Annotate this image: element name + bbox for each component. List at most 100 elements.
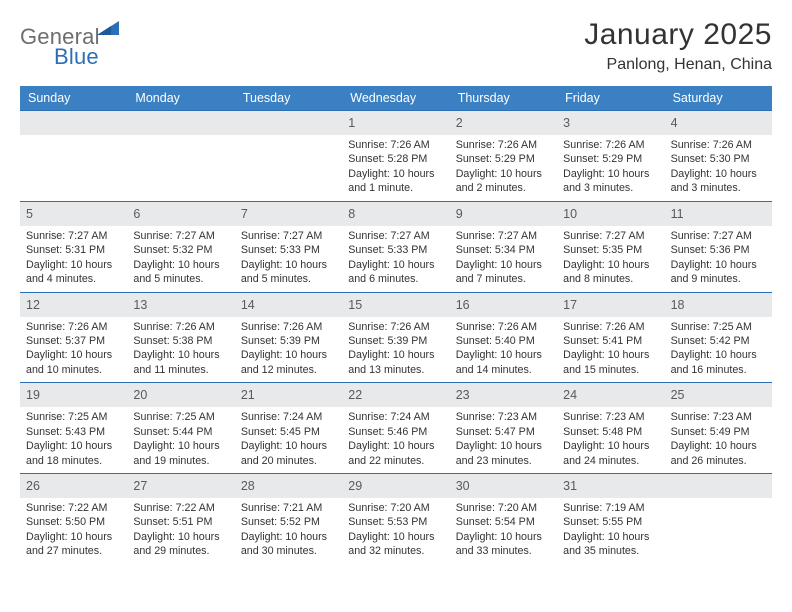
sunset-line: Sunset: 5:37 PM xyxy=(26,334,121,348)
calendar-cell: 20Sunrise: 7:25 AMSunset: 5:44 PMDayligh… xyxy=(127,382,234,473)
calendar-cell: 10Sunrise: 7:27 AMSunset: 5:35 PMDayligh… xyxy=(557,201,664,292)
calendar-cell: 14Sunrise: 7:26 AMSunset: 5:39 PMDayligh… xyxy=(235,292,342,383)
sunset-line: Sunset: 5:49 PM xyxy=(671,425,766,439)
daylight-line: Daylight: 10 hours and 2 minutes. xyxy=(456,167,551,196)
daylight-line: Daylight: 10 hours and 1 minute. xyxy=(348,167,443,196)
calendar-cell: 28 Sunrise: 7:21 AMSunset: 5:52 PMDayligh… xyxy=(235,473,342,564)
day-number: 5 xyxy=(26,207,33,221)
cell-body: Sunrise: 7:24 AMSunset: 5:45 PMDaylight:… xyxy=(235,407,342,473)
calendar-page: General Blue January 2025 Panlong, Henan… xyxy=(0,0,792,612)
sunrise-line: Sunrise: 7:27 AM xyxy=(348,229,443,243)
sunset-line: Sunset: 5:31 PM xyxy=(26,243,121,257)
sunrise-line: Sunrise: 7:26 AM xyxy=(456,320,551,334)
day-number: 16 xyxy=(456,298,470,312)
cell-body: Sunrise: 7:27 AMSunset: 5:31 PMDaylight:… xyxy=(20,226,127,292)
sunset-line: Sunset: 5:39 PM xyxy=(348,334,443,348)
day-number: 25 xyxy=(671,388,685,402)
logo-text-blue: Blue xyxy=(54,44,99,69)
day-number-row: 23 xyxy=(450,383,557,407)
logo-triangle-icon xyxy=(97,15,119,41)
sunrise-line: Sunrise: 7:24 AM xyxy=(348,410,443,424)
day-number-row-empty xyxy=(20,111,127,135)
daylight-line: Daylight: 10 hours and 10 minutes. xyxy=(26,348,121,377)
sunrise-line: Sunrise: 7:20 AM xyxy=(456,501,551,515)
day-number-row: 24 xyxy=(557,383,664,407)
day-number: 11 xyxy=(671,207,684,221)
day-number-row-empty xyxy=(235,111,342,135)
sunrise-line: Sunrise: 7:20 AM xyxy=(348,501,443,515)
sunrise-line: Sunrise: 7:27 AM xyxy=(133,229,228,243)
calendar-cell: 25 Sunrise: 7:23 AMSunset: 5:49 PMDayligh… xyxy=(665,382,772,473)
calendar-cell: 3Sunrise: 7:26 AMSunset: 5:29 PMDaylight… xyxy=(557,110,664,201)
day-number-row: 29 xyxy=(342,474,449,498)
calendar-cell: 31Sunrise: 7:19 AMSunset: 5:55 PMDayligh… xyxy=(557,473,664,564)
cell-body: Sunrise: 7:27 AMSunset: 5:33 PMDaylight:… xyxy=(342,226,449,292)
day-number: 3 xyxy=(563,116,570,130)
day-number-row: 20 xyxy=(127,383,234,407)
sunset-line: Sunset: 5:51 PM xyxy=(133,515,228,529)
day-number: 30 xyxy=(456,479,470,493)
day-of-week-header: Wednesday xyxy=(342,86,449,110)
calendar-cell: 18Sunrise: 7:25 AMSunset: 5:42 PMDayligh… xyxy=(665,292,772,383)
daylight-line: Daylight: 10 hours and 32 minutes. xyxy=(348,530,443,559)
day-number: 21 xyxy=(241,388,255,402)
sunset-line: Sunset: 5:50 PM xyxy=(26,515,121,529)
cell-body: Sunrise: 7:27 AMSunset: 5:34 PMDaylight:… xyxy=(450,226,557,292)
daylight-line: Daylight: 10 hours and 9 minutes. xyxy=(671,258,766,287)
daylight-line: Daylight: 10 hours and 4 minutes. xyxy=(26,258,121,287)
calendar-cell: 24Sunrise: 7:23 AMSunset: 5:48 PMDayligh… xyxy=(557,382,664,473)
calendar-cell-empty xyxy=(665,473,772,564)
day-number-row: 26 xyxy=(20,474,127,498)
sunset-line: Sunset: 5:48 PM xyxy=(563,425,658,439)
sunrise-line: Sunrise: 7:23 AM xyxy=(671,410,766,424)
daylight-line: Daylight: 10 hours and 15 minutes. xyxy=(563,348,658,377)
calendar-cell: 1Sunrise: 7:26 AMSunset: 5:28 PMDaylight… xyxy=(342,110,449,201)
sunset-line: Sunset: 5:36 PM xyxy=(671,243,766,257)
day-number-row: 19 xyxy=(20,383,127,407)
daylight-line: Daylight: 10 hours and 20 minutes. xyxy=(241,439,336,468)
sunrise-line: Sunrise: 7:27 AM xyxy=(241,229,336,243)
cell-body: Sunrise: 7:21 AMSunset: 5:52 PMDaylight:… xyxy=(235,498,342,564)
daylight-line: Daylight: 10 hours and 5 minutes. xyxy=(241,258,336,287)
sunset-line: Sunset: 5:34 PM xyxy=(456,243,551,257)
daylight-line: Daylight: 10 hours and 13 minutes. xyxy=(348,348,443,377)
day-of-week-header: Saturday xyxy=(665,86,772,110)
calendar-cell: 8 Sunrise: 7:27 AMSunset: 5:33 PMDaylight… xyxy=(342,201,449,292)
sunset-line: Sunset: 5:30 PM xyxy=(671,152,766,166)
day-number: 17 xyxy=(563,298,577,312)
cell-body: Sunrise: 7:19 AMSunset: 5:55 PMDaylight:… xyxy=(557,498,664,564)
sunrise-line: Sunrise: 7:22 AM xyxy=(133,501,228,515)
day-number: 23 xyxy=(456,388,470,402)
calendar-cell: 17Sunrise: 7:26 AMSunset: 5:41 PMDayligh… xyxy=(557,292,664,383)
calendar-cell: 12Sunrise: 7:26 AMSunset: 5:37 PMDayligh… xyxy=(20,292,127,383)
day-number-row-empty xyxy=(127,111,234,135)
day-of-week-header: Tuesday xyxy=(235,86,342,110)
cell-body: Sunrise: 7:20 AMSunset: 5:54 PMDaylight:… xyxy=(450,498,557,564)
calendar-cell: 19Sunrise: 7:25 AMSunset: 5:43 PMDayligh… xyxy=(20,382,127,473)
sunrise-line: Sunrise: 7:26 AM xyxy=(456,138,551,152)
sunrise-line: Sunrise: 7:27 AM xyxy=(563,229,658,243)
sunrise-line: Sunrise: 7:23 AM xyxy=(456,410,551,424)
title-block: January 2025 Panlong, Henan, China xyxy=(584,18,772,74)
day-number: 28 xyxy=(241,479,255,493)
day-number: 10 xyxy=(563,207,577,221)
day-number-row: 22 xyxy=(342,383,449,407)
sunset-line: Sunset: 5:28 PM xyxy=(348,152,443,166)
day-number: 15 xyxy=(348,298,362,312)
day-number-row: 2 xyxy=(450,111,557,135)
day-number: 12 xyxy=(26,298,40,312)
calendar-cell: 11Sunrise: 7:27 AMSunset: 5:36 PMDayligh… xyxy=(665,201,772,292)
cell-body: Sunrise: 7:26 AMSunset: 5:40 PMDaylight:… xyxy=(450,317,557,383)
sunset-line: Sunset: 5:54 PM xyxy=(456,515,551,529)
day-number: 1 xyxy=(348,116,355,130)
sunset-line: Sunset: 5:33 PM xyxy=(348,243,443,257)
sunrise-line: Sunrise: 7:19 AM xyxy=(563,501,658,515)
day-number-row: 8 xyxy=(342,202,449,226)
day-number-row-empty xyxy=(665,474,772,498)
location-subtitle: Panlong, Henan, China xyxy=(584,56,772,74)
daylight-line: Daylight: 10 hours and 26 minutes. xyxy=(671,439,766,468)
sunset-line: Sunset: 5:52 PM xyxy=(241,515,336,529)
calendar-cell: 5 Sunrise: 7:27 AMSunset: 5:31 PMDaylight… xyxy=(20,201,127,292)
day-number-row: 11 xyxy=(665,202,772,226)
day-number: 8 xyxy=(348,207,355,221)
